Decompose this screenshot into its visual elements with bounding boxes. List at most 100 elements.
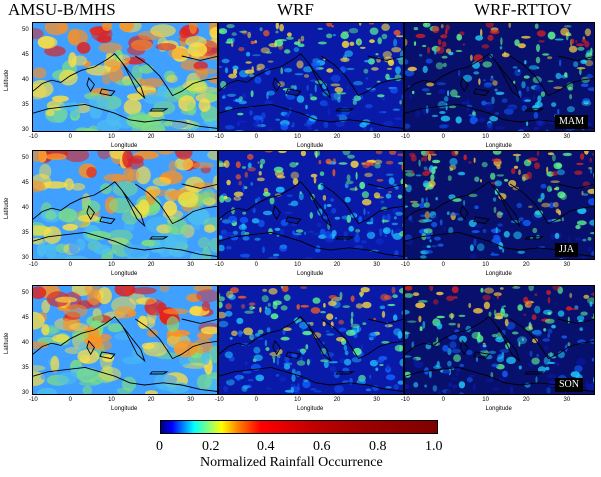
rainfall-texture: [44, 23, 68, 36]
rainfall-texture: [238, 180, 242, 186]
rainfall-texture: [457, 217, 464, 221]
rainfall-texture: [449, 212, 460, 216]
rainfall-texture: [377, 94, 385, 98]
rainfall-texture: [319, 171, 325, 176]
rainfall-texture: [488, 311, 492, 317]
rainfall-texture: [378, 111, 388, 114]
x-tick-label: 20: [522, 397, 530, 403]
rainfall-texture: [353, 259, 363, 260]
rainfall-texture: [459, 363, 465, 367]
rainfall-texture: [341, 215, 351, 220]
rainfall-texture: [239, 216, 249, 224]
rainfall-texture: [429, 239, 432, 243]
rainfall-texture: [166, 125, 175, 131]
rainfall-texture: [482, 344, 487, 348]
rainfall-texture: [374, 159, 383, 165]
colorbar: [160, 420, 438, 434]
rainfall-texture: [226, 393, 228, 394]
rainfall-texture: [407, 66, 417, 72]
rainfall-texture: [362, 322, 367, 325]
rainfall-texture: [420, 214, 427, 217]
rainfall-texture: [581, 255, 586, 259]
rainfall-texture: [481, 100, 487, 106]
rainfall-texture: [62, 316, 81, 332]
rainfall-texture: [437, 243, 444, 247]
rainfall-texture: [219, 296, 225, 302]
rainfall-texture: [415, 174, 422, 177]
rainfall-texture: [149, 252, 161, 259]
y-tick-label: 35: [22, 230, 29, 236]
rainfall-texture: [545, 318, 555, 324]
colorbar-tick-4: 0.8: [369, 439, 387, 454]
rainfall-texture: [563, 25, 572, 28]
rainfall-texture: [534, 101, 543, 108]
rainfall-texture: [422, 180, 430, 188]
rainfall-texture: [582, 238, 587, 242]
y-axis-label: Latitude: [4, 332, 10, 354]
x-axis-label: Longitude: [485, 271, 512, 277]
rainfall-texture: [528, 386, 537, 390]
rainfall-texture: [493, 309, 497, 316]
rainfall-texture: [550, 180, 560, 183]
coastline: [524, 371, 545, 375]
rainfall-texture: [299, 191, 302, 195]
rainfall-texture: [524, 382, 531, 388]
rainfall-texture: [554, 232, 560, 239]
rainfall-texture: [33, 311, 45, 330]
rainfall-texture: [527, 157, 538, 162]
rainfall-texture: [532, 94, 536, 100]
rainfall-texture: [283, 327, 292, 331]
rainfall-texture: [254, 237, 261, 241]
rainfall-texture: [360, 294, 363, 298]
rainfall-texture: [224, 125, 235, 130]
rainfall-texture: [547, 361, 556, 364]
rainfall-texture: [386, 67, 392, 70]
coastline: [99, 351, 116, 360]
rainfall-texture: [265, 347, 270, 351]
rainfall-texture: [354, 235, 360, 243]
coastline: [135, 55, 217, 97]
rainfall-texture: [373, 192, 381, 199]
rainfall-texture: [547, 328, 553, 334]
rainfall-texture: [280, 123, 289, 131]
rainfall-texture: [46, 374, 70, 386]
rainfall-texture: [564, 72, 568, 78]
rainfall-texture: [588, 167, 592, 170]
rainfall-texture: [377, 37, 382, 45]
rainfall-texture: [50, 355, 60, 373]
rainfall-texture: [368, 332, 377, 340]
rainfall-texture: [443, 226, 446, 232]
rainfall-texture: [350, 295, 355, 302]
rainfall-texture: [328, 300, 337, 307]
rainfall-texture: [405, 130, 411, 131]
rainfall-texture: [376, 179, 384, 182]
rainfall-texture: [380, 200, 385, 204]
rainfall-texture: [157, 85, 167, 97]
rainfall-texture: [226, 290, 234, 299]
x-tick-label: 20: [333, 134, 341, 140]
rainfall-texture: [350, 311, 354, 318]
rainfall-texture: [141, 239, 155, 247]
rainfall-texture: [438, 124, 448, 129]
x-tick-label: 0: [441, 134, 445, 140]
rainfall-texture: [375, 359, 384, 363]
x-tick-label: 30: [187, 262, 194, 268]
coastline: [33, 103, 217, 129]
rainfall-texture: [413, 382, 419, 388]
rainfall-texture: [553, 187, 557, 191]
rainfall-texture: [452, 384, 458, 389]
rainfall-texture: [281, 286, 289, 293]
coastline: [367, 183, 403, 189]
rainfall-texture: [385, 386, 392, 389]
rainfall-texture: [443, 96, 449, 102]
rainfall-texture: [340, 32, 349, 40]
rainfall-texture: [484, 103, 494, 111]
rainfall-texture: [424, 202, 430, 208]
rainfall-texture: [356, 378, 366, 385]
rainfall-texture: [518, 169, 521, 176]
rainfall-texture: [494, 88, 498, 92]
rainfall-texture: [324, 231, 333, 239]
rainfall-texture: [369, 23, 374, 25]
rainfall-texture: [539, 258, 542, 259]
rainfall-texture: [469, 244, 474, 252]
